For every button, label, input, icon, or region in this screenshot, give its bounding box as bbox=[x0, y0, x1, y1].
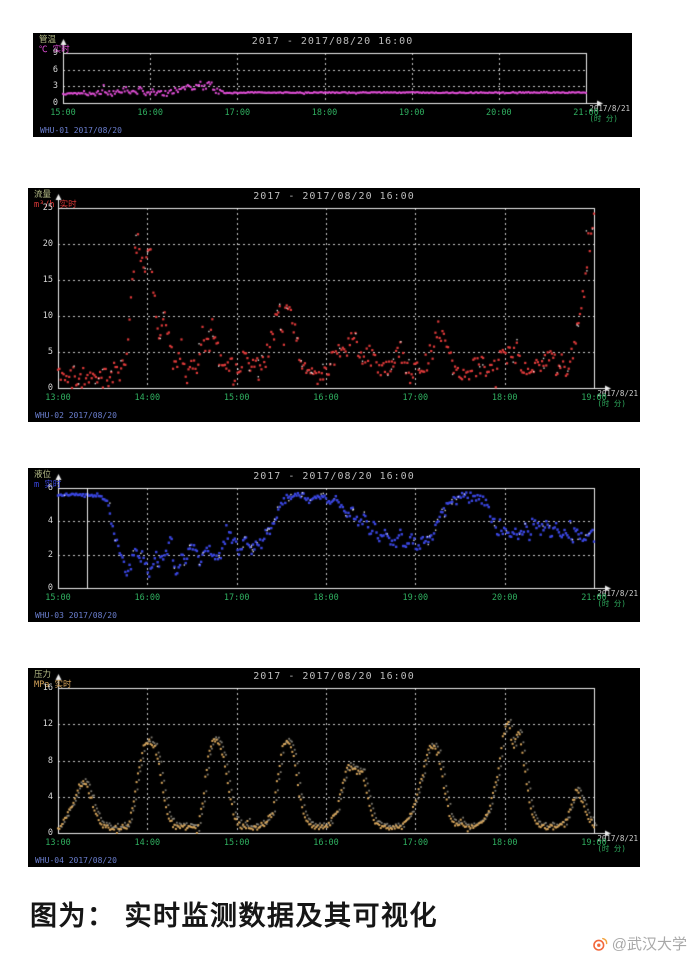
chart-footnote: WHU-02 2017/08/20 bbox=[35, 411, 117, 420]
corner-line2: m³/h 实时 bbox=[34, 200, 77, 211]
chart-panel: 2017 - 2017/08/20 16:00 管温 ℃ 实时 2017/8/2… bbox=[33, 33, 632, 137]
chart-footnote: WHU-04 2017/08/20 bbox=[35, 856, 117, 865]
chart-title: 2017 - 2017/08/20 16:00 bbox=[253, 471, 415, 482]
chart-footnote: WHU-03 2017/08/20 bbox=[35, 611, 117, 620]
corner-line1: 管温 bbox=[39, 35, 57, 45]
plot-canvas bbox=[28, 668, 640, 867]
plot-canvas bbox=[28, 468, 640, 622]
chart-panel: 2017 - 2017/08/20 16:00 流量 m³/h 实时 2017/… bbox=[28, 188, 640, 422]
chart-panel: 2017 - 2017/08/20 16:00 压力 MPa 实时 2017/8… bbox=[28, 668, 640, 867]
corner-line1: 压力 bbox=[34, 670, 52, 680]
chart-corner-label: 流量 m³/h 实时 bbox=[34, 190, 77, 210]
chart-panel: 2017 - 2017/08/20 16:00 液位 m 实时 2017/8/2… bbox=[28, 468, 640, 622]
chart-footnote: WHU-01 2017/08/20 bbox=[40, 126, 122, 135]
x-axis-note: 2017/8/21 (时 分) bbox=[597, 834, 638, 854]
axis-note-unit: (时 分) bbox=[589, 113, 618, 123]
watermark-text: @武汉大学 bbox=[611, 936, 687, 953]
corner-line2: m 实时 bbox=[34, 480, 62, 491]
chart-title: 2017 - 2017/08/20 16:00 bbox=[253, 671, 415, 682]
chart-corner-label: 管温 ℃ 实时 bbox=[39, 35, 70, 55]
weibo-icon bbox=[592, 936, 608, 952]
x-axis-note: 2017/8/21 (时 分) bbox=[589, 104, 630, 124]
caption-text: 图为： 实时监测数据及其可视化 bbox=[30, 901, 439, 931]
plot-canvas bbox=[33, 33, 632, 137]
axis-note-date: 2017/8/21 bbox=[597, 388, 638, 398]
corner-line2: ℃ 实时 bbox=[39, 45, 70, 56]
axis-note-unit: (时 分) bbox=[597, 398, 626, 408]
corner-line2: MPa 实时 bbox=[34, 680, 72, 691]
axis-note-date: 2017/8/21 bbox=[589, 103, 630, 113]
watermark: @武汉大学 bbox=[592, 933, 687, 954]
plot-canvas bbox=[28, 188, 640, 422]
corner-line1: 流量 bbox=[34, 190, 52, 200]
axis-note-date: 2017/8/21 bbox=[597, 588, 638, 598]
corner-line1: 液位 bbox=[34, 470, 52, 480]
chart-corner-label: 液位 m 实时 bbox=[34, 470, 61, 490]
chart-title: 2017 - 2017/08/20 16:00 bbox=[251, 36, 414, 47]
chart-title: 2017 - 2017/08/20 16:00 bbox=[253, 191, 415, 202]
axis-note-date: 2017/8/21 bbox=[597, 833, 638, 843]
axis-note-unit: (时 分) bbox=[597, 843, 626, 853]
chart-corner-label: 压力 MPa 实时 bbox=[34, 670, 71, 690]
x-axis-note: 2017/8/21 (时 分) bbox=[597, 589, 638, 609]
axis-note-unit: (时 分) bbox=[597, 598, 626, 608]
x-axis-note: 2017/8/21 (时 分) bbox=[597, 389, 638, 409]
